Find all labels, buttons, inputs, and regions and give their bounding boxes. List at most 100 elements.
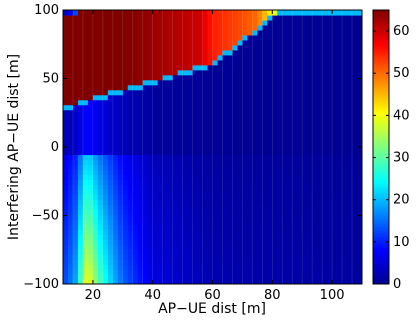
heatmap-cell <box>182 199 189 205</box>
heatmap-cell <box>287 229 293 235</box>
heatmap-cell <box>337 19 343 26</box>
heatmap-cell <box>342 149 348 156</box>
heatmap-cell <box>297 164 303 171</box>
heatmap-cell <box>177 114 184 121</box>
heatmap-cell <box>92 244 99 250</box>
heatmap-cell <box>157 154 164 161</box>
heatmap-cell <box>242 59 248 66</box>
heatmap-cell <box>212 64 219 71</box>
heatmap-cell <box>252 24 258 31</box>
heatmap-cell <box>347 10 353 16</box>
heatmap-cell <box>282 34 288 41</box>
heatmap-cell <box>77 99 84 106</box>
heatmap-cell <box>252 129 258 136</box>
heatmap-cell <box>282 159 288 166</box>
heatmap-cell <box>212 214 219 220</box>
heatmap-cell <box>77 194 84 200</box>
heatmap-cell <box>352 169 358 175</box>
heatmap-cell <box>307 144 313 151</box>
heatmap-cell <box>327 264 333 270</box>
heatmap-cell <box>137 219 144 225</box>
heatmap-cell <box>63 79 69 86</box>
heatmap-cell <box>187 129 194 136</box>
heatmap-cell <box>287 124 293 131</box>
heatmap-cell <box>117 279 124 284</box>
heatmap-cell <box>97 99 104 106</box>
heatmap-cell <box>182 174 189 180</box>
heatmap-cell <box>292 234 298 240</box>
heatmap-cell <box>222 194 229 200</box>
colorbar-segment <box>373 232 389 236</box>
heatmap-cell <box>77 174 84 180</box>
heatmap-cell <box>302 204 308 210</box>
heatmap-cell <box>257 234 263 240</box>
heatmap-cell <box>302 254 308 260</box>
heatmap-cell <box>297 109 303 116</box>
heatmap-cell <box>192 219 199 225</box>
heatmap-cell <box>287 204 293 210</box>
heatmap-cell <box>357 104 362 111</box>
heatmap-cell <box>232 89 239 96</box>
heatmap-cell <box>222 59 229 66</box>
heatmap-cell <box>202 149 209 156</box>
heatmap-cell <box>117 259 124 265</box>
heatmap-cell <box>132 169 139 175</box>
heatmap-cell <box>272 29 278 36</box>
heatmap-cell <box>307 274 313 280</box>
heatmap-cell <box>207 10 214 16</box>
heatmap-cell <box>212 104 219 111</box>
heatmap-cell <box>327 89 333 96</box>
heatmap-cell <box>202 129 209 136</box>
heatmap-cell <box>327 274 333 280</box>
heatmap-cell <box>287 139 293 146</box>
heatmap-cell <box>257 69 263 76</box>
heatmap-cell <box>122 164 129 171</box>
heatmap-cell <box>227 64 234 71</box>
heatmap-cell <box>222 179 229 185</box>
heatmap-cell <box>252 184 258 190</box>
heatmap-cell <box>122 119 129 126</box>
colorbar-segment <box>373 200 389 204</box>
heatmap-cell <box>92 44 99 51</box>
heatmap-cell <box>292 89 298 96</box>
heatmap-cell <box>87 14 94 21</box>
heatmap-cell <box>162 254 169 260</box>
heatmap-cell <box>92 104 99 111</box>
heatmap-cell <box>312 29 318 36</box>
heatmap-cell <box>192 174 199 180</box>
heatmap-cell <box>357 69 362 76</box>
heatmap-cell <box>237 139 243 146</box>
heatmap-cell <box>127 264 134 270</box>
heatmap-cell <box>242 64 248 71</box>
heatmap-cell <box>282 169 288 175</box>
colorbar-segment <box>373 108 389 112</box>
heatmap-cell <box>337 194 343 200</box>
heatmap-cell <box>202 209 209 215</box>
heatmap-cell <box>172 174 179 180</box>
heatmap-cell <box>287 224 293 230</box>
heatmap-cell <box>297 74 303 81</box>
heatmap-cell <box>332 79 338 86</box>
heatmap-cell <box>142 184 149 190</box>
colorbar-segment <box>373 189 389 193</box>
heatmap-cell <box>222 169 229 175</box>
heatmap-cell <box>352 124 358 131</box>
heatmap-cell <box>117 84 124 91</box>
heatmap-cell <box>87 154 94 161</box>
heatmap-cell <box>132 139 139 146</box>
heatmap-cell <box>312 224 318 230</box>
heatmap-cell <box>132 209 139 215</box>
heatmap-cell <box>112 124 119 131</box>
heatmap-cell <box>232 94 239 101</box>
heatmap-cell <box>202 79 209 86</box>
heatmap-cell <box>177 44 184 51</box>
heatmap-cell <box>297 249 303 255</box>
colorbar-segment <box>373 50 389 54</box>
heatmap-cell <box>237 229 243 235</box>
heatmap-cell <box>82 174 89 180</box>
heatmap-cell <box>182 39 189 46</box>
heatmap-cell <box>207 94 214 101</box>
heatmap-cell <box>317 134 323 141</box>
colorbar-segment <box>373 179 389 182</box>
heatmap-cell <box>162 209 169 215</box>
